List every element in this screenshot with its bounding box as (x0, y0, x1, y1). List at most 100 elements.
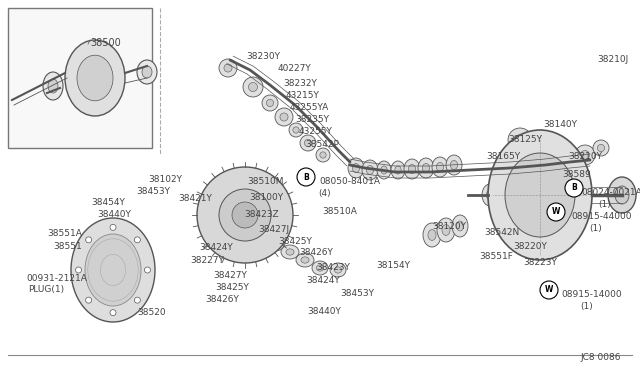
Ellipse shape (423, 223, 441, 247)
Ellipse shape (286, 249, 294, 255)
Ellipse shape (377, 161, 391, 179)
Text: 38425Y: 38425Y (215, 283, 249, 292)
Text: 38551: 38551 (53, 242, 82, 251)
Text: 43255YA: 43255YA (290, 103, 329, 112)
Ellipse shape (557, 151, 575, 169)
Ellipse shape (508, 128, 532, 152)
Ellipse shape (575, 145, 595, 165)
Text: 38165Y: 38165Y (486, 152, 520, 161)
Text: (4): (4) (318, 189, 331, 198)
Ellipse shape (541, 145, 550, 154)
Ellipse shape (316, 265, 324, 271)
Text: (1): (1) (598, 200, 611, 209)
Ellipse shape (536, 140, 556, 160)
Ellipse shape (301, 257, 309, 263)
Text: W: W (552, 208, 560, 217)
Text: 38453Y: 38453Y (136, 187, 170, 196)
Ellipse shape (262, 95, 278, 111)
Text: 38210Y: 38210Y (568, 152, 602, 161)
Ellipse shape (391, 161, 405, 179)
Ellipse shape (482, 184, 498, 206)
Text: 08050-8401A: 08050-8401A (319, 177, 380, 186)
Ellipse shape (85, 234, 141, 306)
Ellipse shape (500, 190, 508, 200)
Text: 38427Y: 38427Y (213, 271, 247, 280)
Ellipse shape (244, 221, 255, 229)
Ellipse shape (142, 66, 152, 78)
Text: 38500: 38500 (90, 38, 121, 48)
Ellipse shape (505, 153, 575, 237)
Text: 38120Y: 38120Y (432, 222, 466, 231)
Ellipse shape (289, 123, 303, 137)
Ellipse shape (597, 144, 605, 152)
Text: 38220Y: 38220Y (513, 242, 547, 251)
Text: 38227Y: 38227Y (190, 256, 224, 265)
Text: 38425Y: 38425Y (278, 237, 312, 246)
Ellipse shape (293, 127, 299, 133)
Ellipse shape (348, 158, 364, 178)
Text: 00931-2121A: 00931-2121A (26, 274, 87, 283)
Ellipse shape (300, 135, 316, 151)
Ellipse shape (134, 237, 140, 243)
Text: 38421Y: 38421Y (178, 194, 212, 203)
Ellipse shape (432, 157, 448, 177)
Ellipse shape (496, 184, 512, 206)
Ellipse shape (71, 218, 155, 322)
Text: 38423Z: 38423Z (244, 210, 278, 219)
Ellipse shape (232, 202, 258, 228)
Ellipse shape (248, 83, 257, 92)
Ellipse shape (428, 230, 436, 240)
Ellipse shape (437, 218, 455, 242)
Ellipse shape (456, 221, 463, 231)
Ellipse shape (134, 297, 140, 303)
Text: (1): (1) (580, 302, 593, 311)
Circle shape (297, 168, 315, 186)
Ellipse shape (418, 158, 434, 178)
Ellipse shape (562, 156, 570, 164)
Circle shape (565, 179, 583, 197)
Ellipse shape (145, 267, 150, 273)
Ellipse shape (312, 261, 328, 275)
Ellipse shape (271, 240, 280, 247)
Ellipse shape (320, 152, 326, 158)
Ellipse shape (257, 231, 266, 238)
Text: 38454Y: 38454Y (91, 198, 125, 207)
Ellipse shape (334, 267, 342, 273)
Text: 43255Y: 43255Y (299, 127, 333, 136)
Text: 38551A: 38551A (47, 229, 82, 238)
Ellipse shape (451, 160, 458, 170)
Ellipse shape (362, 160, 378, 180)
Ellipse shape (593, 140, 609, 156)
Text: 38542P: 38542P (305, 140, 339, 149)
Text: 38140Y: 38140Y (543, 120, 577, 129)
Text: 38510A: 38510A (322, 207, 357, 216)
Ellipse shape (265, 235, 285, 251)
Ellipse shape (446, 155, 462, 175)
Text: 38232Y: 38232Y (283, 79, 317, 88)
Ellipse shape (110, 310, 116, 315)
Circle shape (547, 203, 565, 221)
Ellipse shape (219, 59, 237, 77)
Ellipse shape (442, 225, 450, 235)
Text: 38223Y: 38223Y (523, 258, 557, 267)
Ellipse shape (515, 135, 525, 145)
Ellipse shape (486, 190, 493, 200)
Ellipse shape (48, 79, 58, 93)
Ellipse shape (608, 177, 636, 213)
Text: 38100Y: 38100Y (249, 193, 283, 202)
Text: 38426Y: 38426Y (205, 295, 239, 304)
Ellipse shape (404, 159, 420, 179)
Text: 38235Y: 38235Y (295, 115, 329, 124)
Text: 38154Y: 38154Y (376, 261, 410, 270)
Text: 38520: 38520 (137, 308, 166, 317)
FancyBboxPatch shape (8, 8, 152, 148)
Ellipse shape (275, 108, 293, 126)
Text: 38424Y: 38424Y (199, 243, 233, 252)
Ellipse shape (280, 113, 288, 121)
Text: 08915-44000: 08915-44000 (571, 212, 632, 221)
Text: 38102Y: 38102Y (148, 175, 182, 184)
Text: 38551F: 38551F (479, 252, 513, 261)
Text: 38210J: 38210J (597, 55, 628, 64)
Text: JC8 0086: JC8 0086 (580, 353, 621, 362)
Text: W: W (545, 285, 553, 295)
